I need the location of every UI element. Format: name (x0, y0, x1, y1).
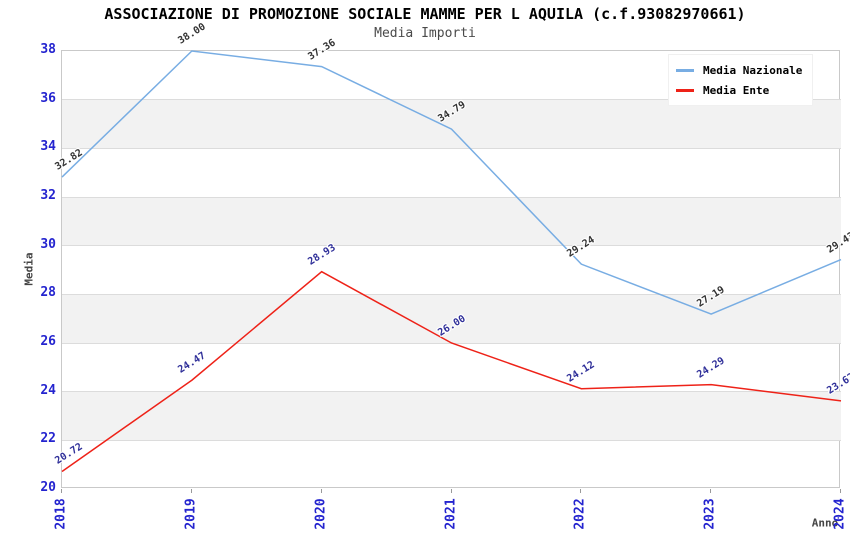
legend-item-media-nazionale: Media Nazionale (676, 60, 802, 80)
legend-marker-icon (676, 68, 694, 72)
plot-band (62, 99, 841, 149)
series-line (61, 270, 842, 473)
gridline (62, 196, 841, 198)
x-tick-mark (61, 489, 62, 493)
gridline (62, 245, 841, 247)
x-tick-label: 2019 (183, 498, 199, 530)
chart-title: ASSOCIAZIONE DI PROMOZIONE SOCIALE MAMME… (104, 5, 746, 23)
y-tick-label: 20 (40, 480, 56, 495)
y-tick-label: 22 (40, 431, 56, 447)
x-tick-label: 2021 (443, 498, 458, 530)
y-tick-label: 24 (40, 382, 56, 398)
y-axis-title: Media (22, 252, 36, 286)
gridline (62, 439, 841, 441)
legend-label: Media Nazionale (703, 63, 803, 77)
x-tick-mark (710, 489, 712, 493)
x-tick-label: 2020 (313, 498, 329, 530)
x-tick-mark (320, 489, 322, 493)
y-tick-label: 28 (40, 285, 56, 301)
legend-label: Media Ente (703, 83, 770, 97)
legend-marker-icon (676, 88, 694, 92)
x-tick-label: 2023 (702, 498, 718, 530)
y-tick-label: 32 (40, 188, 56, 203)
x-tick-label: 2018 (53, 498, 69, 530)
x-tick-mark (450, 489, 452, 493)
plot-band (62, 294, 841, 343)
x-axis-title: Anno (811, 516, 839, 530)
y-tick-label: 36 (40, 90, 56, 106)
legend-item-media-ente: Media Ente (676, 80, 802, 100)
x-tick-label: 2024 (832, 498, 848, 530)
plot-area: 32.82 38.00 37.36 34.79 29.24 27.19 29.43 20.72… (53, 21, 850, 488)
x-tick-label: 2022 (572, 498, 588, 530)
y-tick-label: 38 (40, 42, 56, 57)
plot-band (62, 391, 841, 441)
chart-subtitle: Media Importi (374, 26, 476, 41)
y-tick-label: 26 (40, 334, 56, 349)
series-lines (61, 50, 842, 473)
y-tick-label: 34 (40, 139, 56, 155)
x-tick-mark (190, 489, 192, 493)
gridline (62, 391, 841, 393)
x-tick-mark (580, 489, 582, 493)
gridline (62, 147, 841, 149)
x-tick-mark (840, 489, 841, 493)
y-tick-label: 30 (40, 236, 56, 252)
series-line (61, 50, 842, 315)
plot-band (62, 197, 841, 246)
gridline (62, 99, 841, 101)
legend: Media Nazionale Media Ente (668, 54, 814, 106)
gridline (62, 293, 841, 295)
